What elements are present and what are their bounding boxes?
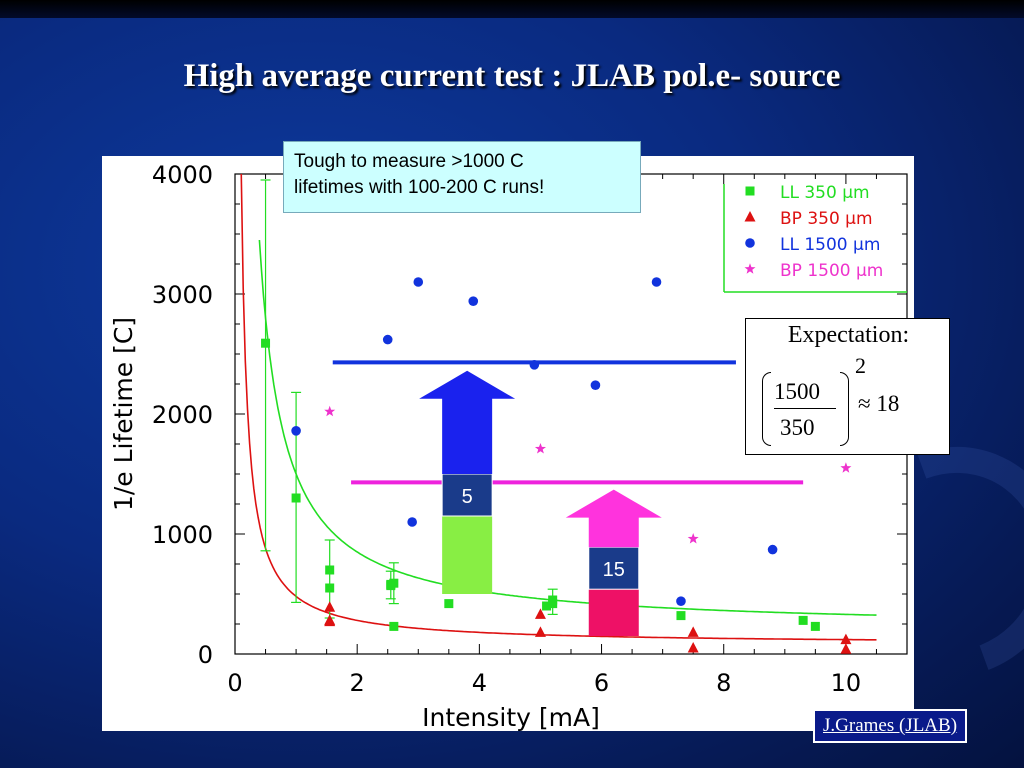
credit-link[interactable]: J.Grames (JLAB) — [813, 709, 968, 743]
arrow-base-0 — [442, 516, 493, 594]
fraction-numerator: 1500 — [774, 379, 820, 404]
arrow-band-0 — [441, 473, 493, 517]
right-bracket — [840, 372, 849, 446]
y-tick-label: 0 — [198, 641, 213, 669]
y-tick-label: 2000 — [152, 401, 213, 429]
data-point-series-1 — [687, 626, 699, 637]
data-point-series-0 — [548, 595, 558, 605]
data-point-series-0 — [444, 599, 454, 609]
note-line-2: lifetimes with 100-200 C runs! — [294, 177, 545, 198]
measurement-note: Tough to measure >1000 C lifetimes with … — [283, 141, 641, 213]
data-point-series-2 — [382, 334, 393, 345]
data-point-series-2 — [767, 544, 778, 555]
expectation-box: Expectation: 1500 350 2 ≈ 18 — [745, 318, 950, 455]
data-point-series-2 — [590, 380, 601, 390]
data-point-series-3 — [324, 405, 336, 417]
x-tick-label: 0 — [227, 669, 242, 697]
top-band — [0, 0, 1024, 18]
fit-curve-0 — [258, 239, 877, 616]
data-point-series-0 — [389, 621, 399, 631]
data-point-series-1 — [687, 642, 699, 653]
note-line-1: Tough to measure >1000 C — [294, 151, 524, 172]
y-tick-label: 1000 — [152, 521, 213, 549]
data-point-series-3 — [840, 462, 852, 473]
data-point-series-3 — [687, 533, 699, 544]
data-point-series-1 — [324, 615, 336, 627]
y-tick-label: 3000 — [152, 281, 213, 309]
data-point-series-0 — [325, 565, 335, 575]
arrow-base-1 — [588, 589, 639, 636]
data-point-series-1 — [534, 626, 546, 637]
expectation-result: ≈ 18 — [858, 391, 900, 416]
left-bracket — [762, 372, 771, 446]
slide-title: High average current test : JLAB pol.e- … — [183, 58, 841, 94]
legend-marker — [744, 263, 756, 274]
legend-marker — [744, 211, 756, 222]
fraction-bar — [774, 408, 836, 409]
y-tick-label: 4000 — [152, 161, 213, 189]
legend-label: LL 350 μm — [780, 183, 870, 203]
fit-curve-1 — [240, 174, 877, 641]
arrow-head-0 — [419, 370, 516, 474]
y-axis-label: 1/e Lifetime [C] — [109, 317, 138, 511]
x-tick-label: 8 — [716, 669, 731, 697]
x-tick-label: 2 — [350, 669, 365, 697]
arrow-head-1 — [565, 489, 662, 548]
data-point-series-0 — [542, 601, 552, 611]
data-point-series-2 — [291, 426, 301, 436]
data-point-series-1 — [324, 601, 336, 612]
data-point-series-2 — [529, 360, 540, 370]
data-point-series-0 — [261, 338, 271, 348]
legend-label: BP 1500 μm — [780, 261, 883, 281]
x-tick-label: 10 — [831, 669, 862, 697]
data-point-series-0 — [325, 583, 335, 593]
data-point-series-2 — [468, 296, 479, 306]
data-point-series-1 — [840, 633, 852, 645]
lifetime-chart: 0 2 4 6 8 10 0 1000 2000 3000 4000 Intensity [mA] 1/… — [109, 161, 908, 731]
data-point-series-0 — [291, 493, 301, 503]
x-tick-label: 4 — [472, 669, 487, 697]
data-point-series-0 — [676, 611, 686, 621]
x-tick-label: 6 — [594, 669, 609, 697]
exponent: 2 — [855, 353, 866, 378]
data-point-series-0 — [798, 615, 808, 625]
data-point-series-3 — [534, 443, 546, 454]
data-point-series-2 — [413, 277, 424, 287]
arrow-factor-label-1: 15 — [603, 559, 625, 581]
data-point-series-2 — [651, 277, 662, 287]
data-point-series-2 — [676, 596, 686, 606]
legend-label: BP 350 μm — [780, 209, 873, 229]
arrow-factor-label-0: 5 — [462, 486, 473, 508]
legend-marker — [745, 238, 755, 248]
x-axis-label: Intensity [mA] — [422, 703, 600, 731]
legend-marker — [745, 186, 755, 196]
data-point-series-0 — [386, 579, 396, 589]
data-point-series-1 — [534, 608, 546, 619]
data-point-series-2 — [407, 517, 417, 527]
legend-label: LL 1500 μm — [780, 235, 880, 255]
data-point-series-1 — [840, 643, 852, 654]
data-point-series-0 — [810, 621, 820, 631]
expectation-heading: Expectation: — [787, 322, 910, 348]
fraction-denominator: 350 — [780, 415, 815, 440]
